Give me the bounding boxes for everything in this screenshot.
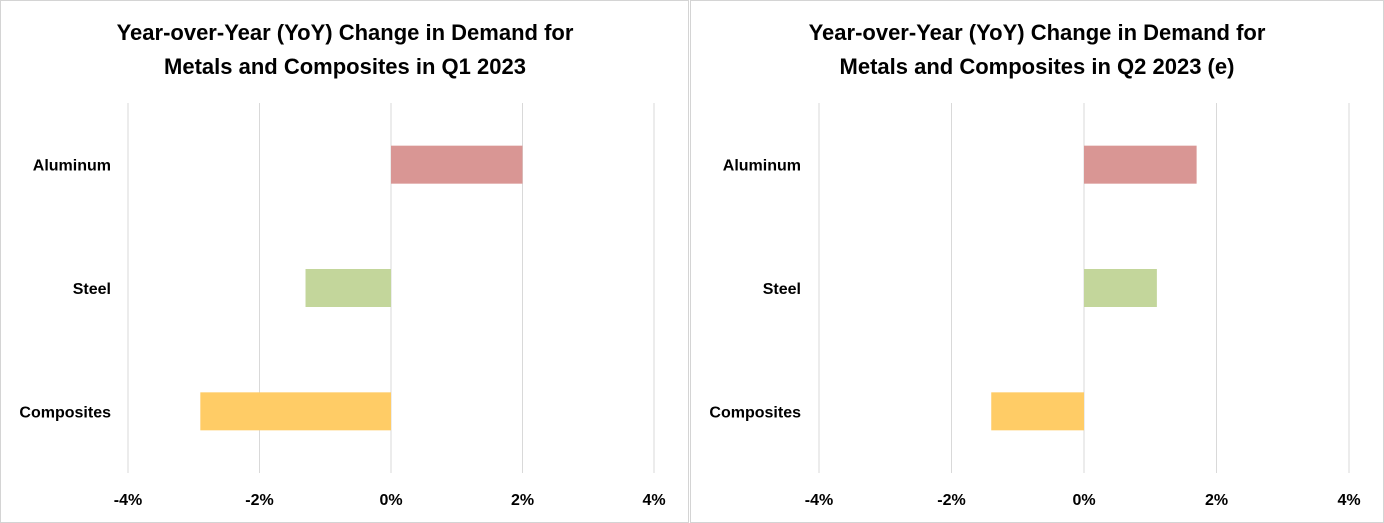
bar-composites — [991, 392, 1084, 431]
bar-aluminum — [391, 145, 523, 184]
x-tick-label: 0% — [1072, 492, 1095, 509]
chart-q1-svg: Year-over-Year (YoY) Change in Demand fo… — [19, 20, 665, 509]
bar-composites — [200, 392, 391, 431]
category-label: Steel — [73, 281, 111, 298]
category-label: Aluminum — [33, 158, 111, 175]
bar-steel — [1084, 269, 1157, 307]
chart-title-line: Metals and Composites in Q2 2023 (e) — [840, 54, 1235, 79]
x-tick-label: -4% — [114, 492, 142, 509]
category-label: Composites — [19, 404, 111, 421]
category-label: Composites — [709, 404, 801, 421]
bar-aluminum — [1084, 145, 1197, 184]
chart-title-line: Year-over-Year (YoY) Change in Demand fo… — [117, 20, 574, 45]
category-label: Aluminum — [723, 158, 801, 175]
chart-q2-svg: Year-over-Year (YoY) Change in Demand fo… — [709, 20, 1360, 509]
x-tick-label: -4% — [805, 492, 833, 509]
bar-steel — [305, 269, 391, 307]
x-tick-label: 2% — [511, 492, 534, 509]
chart-panel-q2: Year-over-Year (YoY) Change in Demand fo… — [690, 0, 1384, 523]
x-tick-label: 2% — [1205, 492, 1228, 509]
x-tick-label: 4% — [1337, 492, 1360, 509]
chart-title-line: Metals and Composites in Q1 2023 — [164, 54, 526, 79]
x-tick-label: 0% — [379, 492, 402, 509]
category-label: Steel — [763, 281, 801, 298]
x-tick-label: -2% — [245, 492, 273, 509]
x-tick-label: 4% — [642, 492, 665, 509]
chart-panel-q1: Year-over-Year (YoY) Change in Demand fo… — [0, 0, 689, 523]
chart-title-line: Year-over-Year (YoY) Change in Demand fo… — [809, 20, 1266, 45]
x-tick-label: -2% — [937, 492, 965, 509]
